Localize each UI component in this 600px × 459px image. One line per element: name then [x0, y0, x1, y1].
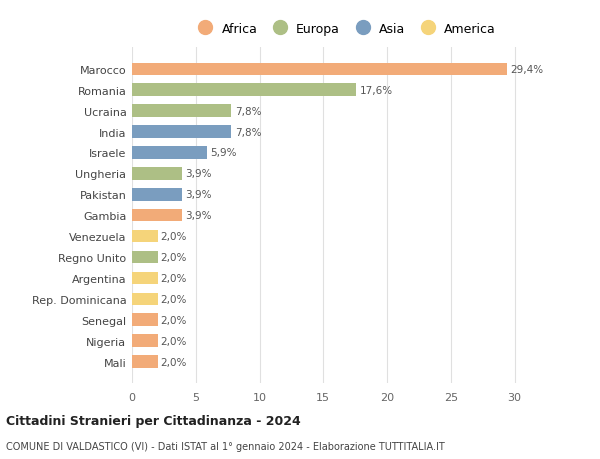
Bar [132, 63, 507, 76]
Text: COMUNE DI VALDASTICO (VI) - Dati ISTAT al 1° gennaio 2024 - Elaborazione TUTTITA: COMUNE DI VALDASTICO (VI) - Dati ISTAT a… [6, 441, 445, 451]
Text: 2,0%: 2,0% [161, 252, 187, 263]
Bar [132, 126, 232, 139]
Bar [132, 168, 182, 180]
Bar [132, 147, 207, 159]
Text: 29,4%: 29,4% [510, 65, 543, 75]
Bar [132, 293, 157, 305]
Bar [132, 189, 182, 201]
Bar [132, 335, 157, 347]
Text: 3,9%: 3,9% [185, 211, 211, 221]
Bar [132, 84, 356, 97]
Bar [132, 356, 157, 368]
Bar [132, 105, 232, 118]
Text: 17,6%: 17,6% [359, 85, 393, 95]
Legend: Africa, Europa, Asia, America: Africa, Europa, Asia, America [188, 17, 500, 40]
Text: 2,0%: 2,0% [161, 336, 187, 346]
Text: 7,8%: 7,8% [235, 106, 261, 117]
Bar [132, 209, 182, 222]
Text: 3,9%: 3,9% [185, 190, 211, 200]
Text: 2,0%: 2,0% [161, 357, 187, 367]
Text: 2,0%: 2,0% [161, 273, 187, 283]
Bar [132, 230, 157, 243]
Bar [132, 251, 157, 264]
Text: 2,0%: 2,0% [161, 315, 187, 325]
Bar [132, 314, 157, 326]
Text: 5,9%: 5,9% [211, 148, 237, 158]
Text: 2,0%: 2,0% [161, 294, 187, 304]
Bar [132, 272, 157, 285]
Text: Cittadini Stranieri per Cittadinanza - 2024: Cittadini Stranieri per Cittadinanza - 2… [6, 414, 301, 428]
Text: 7,8%: 7,8% [235, 127, 261, 137]
Text: 3,9%: 3,9% [185, 169, 211, 179]
Text: 2,0%: 2,0% [161, 232, 187, 241]
